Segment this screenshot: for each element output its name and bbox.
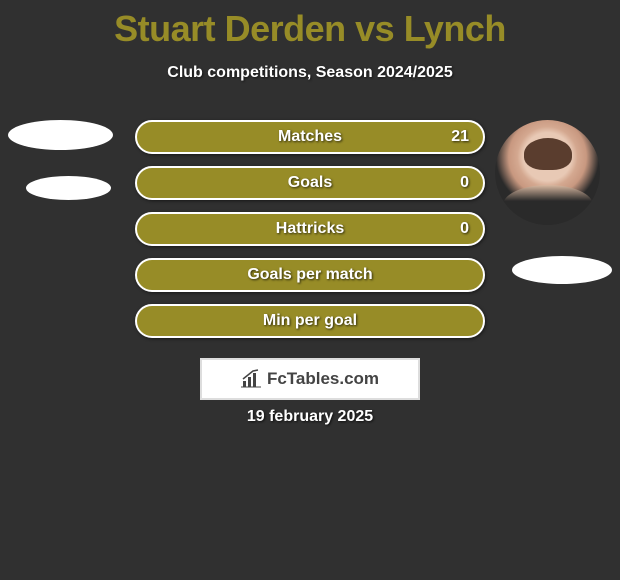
stat-row-goals: Goals 0: [135, 166, 485, 200]
comparison-subtitle: Club competitions, Season 2024/2025: [0, 64, 620, 82]
stat-row-min-per-goal: Min per goal: [135, 304, 485, 338]
stat-label: Goals per match: [247, 266, 372, 284]
placeholder-ellipse: [26, 176, 111, 200]
comparison-date: 19 february 2025: [0, 408, 620, 426]
stats-container: Matches 21 Goals 0 Hattricks 0 Goals per…: [135, 120, 485, 350]
stat-value-right: 0: [460, 174, 469, 192]
brand-logo-box: FcTables.com: [200, 358, 420, 400]
comparison-title: Stuart Derden vs Lynch: [0, 0, 620, 50]
stat-value-right: 0: [460, 220, 469, 238]
stat-label: Min per goal: [263, 312, 357, 330]
player-avatar: [495, 120, 600, 225]
stat-label: Matches: [278, 128, 342, 146]
placeholder-ellipse: [8, 120, 113, 150]
stat-row-goals-per-match: Goals per match: [135, 258, 485, 292]
placeholder-ellipse: [512, 256, 612, 284]
stat-label: Hattricks: [276, 220, 344, 238]
stat-value-right: 21: [451, 128, 469, 146]
brand-logo-text: FcTables.com: [267, 369, 379, 389]
stat-row-matches: Matches 21: [135, 120, 485, 154]
bar-chart-icon: [241, 369, 263, 389]
stat-label: Goals: [288, 174, 332, 192]
brand-logo: FcTables.com: [241, 369, 379, 389]
stat-row-hattricks: Hattricks 0: [135, 212, 485, 246]
